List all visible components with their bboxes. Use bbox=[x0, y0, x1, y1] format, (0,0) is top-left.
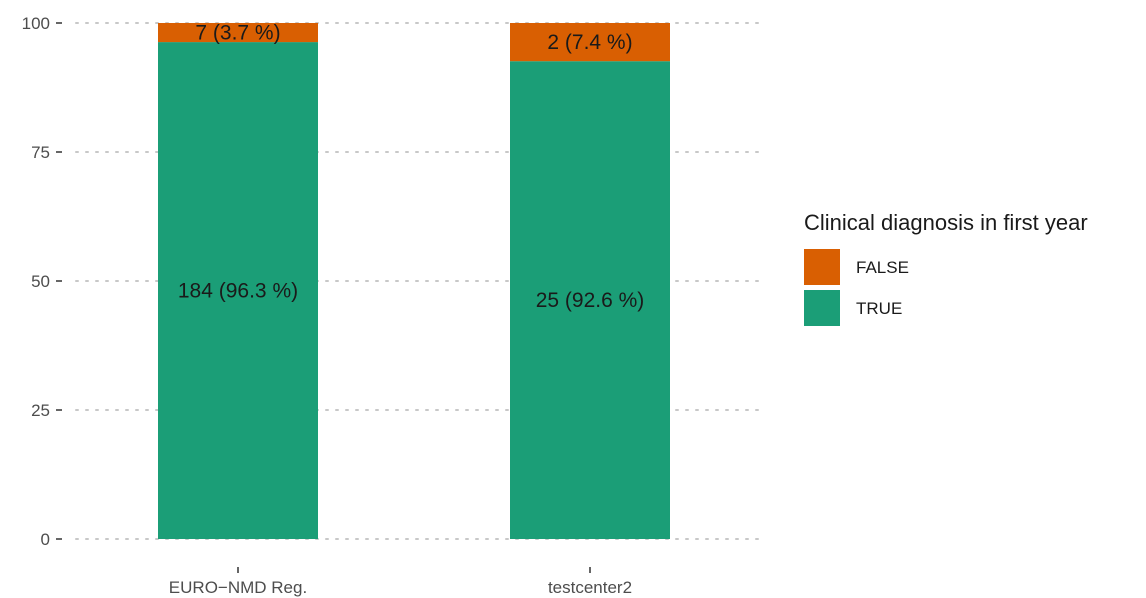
bar-segment-true bbox=[510, 61, 670, 540]
bar-segment-false bbox=[158, 23, 318, 43]
y-tick-label: 75 bbox=[31, 143, 50, 162]
bar-segment-false bbox=[510, 23, 670, 62]
legend-key-true bbox=[804, 290, 840, 326]
bar-labels: 184 (96.3 %) 7 (3.7 %) 25 (92.6 %) 2 (7.4 %… bbox=[178, 22, 644, 313]
legend-title: Clinical diagnosis in first year bbox=[804, 210, 1088, 235]
legend-key-false bbox=[804, 249, 840, 285]
legend-label-true: TRUE bbox=[856, 299, 902, 318]
bar-data-label: 25 (92.6 %) bbox=[536, 289, 645, 312]
bar-data-label: 184 (96.3 %) bbox=[178, 280, 298, 303]
bar-segment-true bbox=[158, 42, 318, 539]
bars bbox=[158, 23, 670, 540]
y-tick-label: 50 bbox=[31, 272, 50, 291]
y-axis: 0 25 50 75 100 bbox=[22, 14, 62, 549]
y-tick-label: 100 bbox=[22, 14, 50, 33]
y-tick-label: 25 bbox=[31, 401, 50, 420]
x-tick-label: EURO−NMD Reg. bbox=[169, 578, 307, 597]
legend-label-false: FALSE bbox=[856, 258, 909, 277]
x-axis: EURO−NMD Reg. testcenter2 bbox=[169, 567, 632, 597]
bar-data-label: 2 (7.4 %) bbox=[547, 31, 632, 54]
y-tick-label: 0 bbox=[41, 530, 50, 549]
legend: Clinical diagnosis in first year FALSE TRU… bbox=[804, 210, 1088, 326]
x-tick-label: testcenter2 bbox=[548, 578, 632, 597]
bar-data-label: 7 (3.7 %) bbox=[195, 22, 280, 45]
